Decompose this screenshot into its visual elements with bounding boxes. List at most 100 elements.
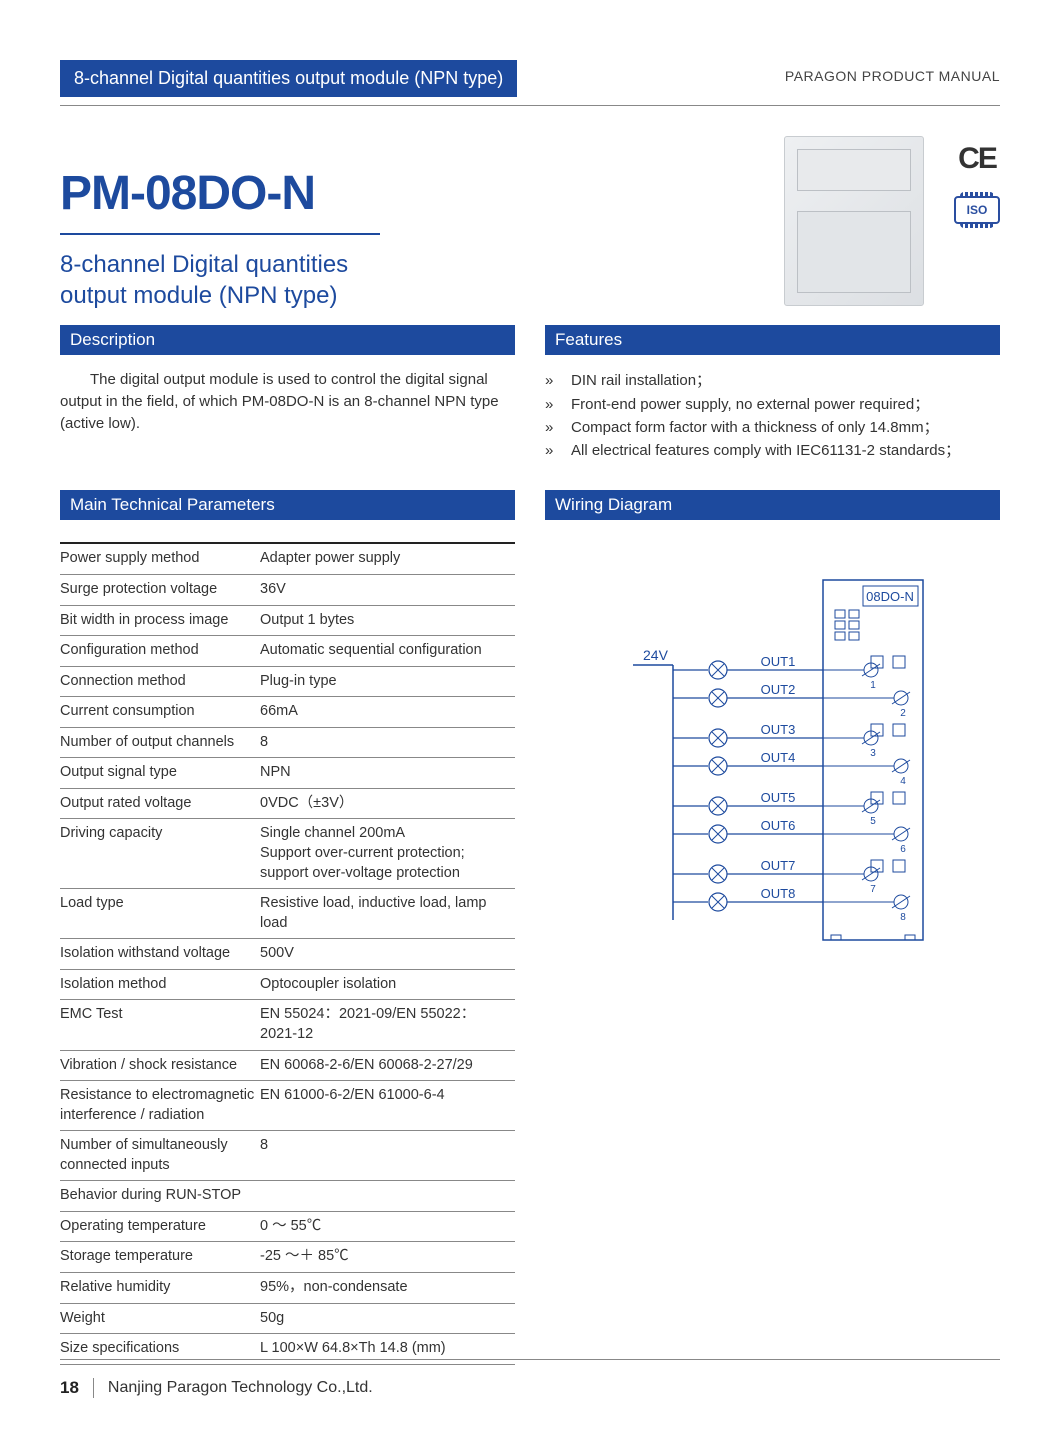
svg-text:7: 7 (870, 884, 876, 895)
param-value: 50g (260, 1303, 515, 1334)
params-header: Main Technical Parameters (60, 490, 515, 520)
svg-text:4: 4 (900, 776, 906, 787)
svg-text:OUT4: OUT4 (760, 750, 795, 765)
table-row: Relative humidity95%，non-condensate (60, 1273, 515, 1304)
wiring-header: Wiring Diagram (545, 490, 1000, 520)
param-label: Output signal type (60, 758, 260, 789)
param-label: Bit width in process image (60, 605, 260, 636)
svg-text:5: 5 (870, 816, 876, 827)
table-row: Power supply methodAdapter power supply (60, 543, 515, 574)
param-label: Surge protection voltage (60, 574, 260, 605)
svg-text:OUT8: OUT8 (760, 886, 795, 901)
svg-text:OUT7: OUT7 (760, 858, 795, 873)
table-row: Weight50g (60, 1303, 515, 1334)
feature-item: DIN rail installation； (545, 369, 1000, 392)
header-rule (60, 105, 1000, 106)
table-row: Storage temperature-25 ～＋ 85℃ (60, 1242, 515, 1273)
manual-label: PARAGON PRODUCT MANUAL (785, 60, 1000, 84)
param-value: 95%，non-condensate (260, 1273, 515, 1304)
param-label: Driving capacity (60, 819, 260, 889)
table-row: Isolation withstand voltage500V (60, 939, 515, 970)
table-row: Output signal typeNPN (60, 758, 515, 789)
param-value: 500V (260, 939, 515, 970)
svg-text:OUT1: OUT1 (760, 654, 795, 669)
feature-item: Front-end power supply, no external powe… (545, 393, 1000, 416)
param-value: Single channel 200mASupport over-current… (260, 819, 515, 889)
table-row: Isolation methodOptocoupler isolation (60, 969, 515, 1000)
param-value: EN 61000-6-2/EN 61000-6-4 (260, 1081, 515, 1131)
svg-text:6: 6 (900, 844, 906, 855)
table-row: Configuration methodAutomatic sequential… (60, 636, 515, 667)
svg-text:08DO-N: 08DO-N (866, 589, 914, 604)
title-underline (60, 233, 380, 235)
table-row: Operating temperature0 ～ 55℃ (60, 1211, 515, 1242)
table-row: EMC TestEN 55024：2021-09/EN 55022：2021-1… (60, 1000, 515, 1050)
param-value: Optocoupler isolation (260, 969, 515, 1000)
product-subtitle: 8-channel Digital quantities output modu… (60, 249, 784, 311)
table-row: Driving capacitySingle channel 200mASupp… (60, 819, 515, 889)
feature-item: All electrical features comply with IEC6… (545, 439, 1000, 462)
product-code: PM-08DO-N (60, 136, 784, 221)
param-label: Weight (60, 1303, 260, 1334)
param-value: 66mA (260, 697, 515, 728)
param-label: Isolation method (60, 969, 260, 1000)
subtitle-line2: output module (NPN type) (60, 282, 337, 309)
param-label: Number of output channels (60, 727, 260, 758)
param-value: Plug-in type (260, 666, 515, 697)
param-value: 8 (260, 727, 515, 758)
param-value: Output 1 bytes (260, 605, 515, 636)
footer-rule (60, 1359, 1000, 1360)
table-row: Connection methodPlug-in type (60, 666, 515, 697)
svg-text:OUT6: OUT6 (760, 818, 795, 833)
param-value: EN 60068-2-6/EN 60068-2-27/29 (260, 1050, 515, 1081)
param-value: Resistive load, inductive load, lamp loa… (260, 889, 515, 939)
param-value: -25 ～＋ 85℃ (260, 1242, 515, 1273)
param-label: Current consumption (60, 697, 260, 728)
param-label: Storage temperature (60, 1242, 260, 1273)
svg-text:OUT5: OUT5 (760, 790, 795, 805)
param-label: EMC Test (60, 1000, 260, 1050)
table-row: Load typeResistive load, inductive load,… (60, 889, 515, 939)
subtitle-line1: 8-channel Digital quantities (60, 251, 348, 278)
company-name: Nanjing Paragon Technology Co.,Ltd. (108, 1379, 373, 1397)
description-text: The digital output module is used to con… (60, 369, 515, 434)
param-label: Resistance to electromagnetic interferen… (60, 1081, 260, 1131)
param-label: Configuration method (60, 636, 260, 667)
svg-text:OUT2: OUT2 (760, 682, 795, 697)
param-value: 36V (260, 574, 515, 605)
svg-text:OUT3: OUT3 (760, 722, 795, 737)
svg-text:24V: 24V (643, 647, 669, 663)
param-label: Relative humidity (60, 1273, 260, 1304)
param-label: Behavior during RUN-STOP (60, 1181, 260, 1212)
param-value: EN 55024：2021-09/EN 55022：2021-12 (260, 1000, 515, 1050)
param-value: NPN (260, 758, 515, 789)
param-value (260, 1181, 515, 1212)
feature-item: Compact form factor with a thickness of … (545, 416, 1000, 439)
param-label: Isolation withstand voltage (60, 939, 260, 970)
table-row: Resistance to electromagnetic interferen… (60, 1081, 515, 1131)
param-value: 0VDC（±3V） (260, 788, 515, 819)
param-value: Adapter power supply (260, 543, 515, 574)
param-label: Number of simultaneously connected input… (60, 1131, 260, 1181)
ce-mark-icon: CE (958, 142, 996, 176)
param-label: Connection method (60, 666, 260, 697)
param-label: Power supply method (60, 543, 260, 574)
footer-divider (93, 1378, 94, 1398)
svg-text:1: 1 (870, 680, 876, 691)
param-label: Load type (60, 889, 260, 939)
table-row: Behavior during RUN-STOP (60, 1181, 515, 1212)
svg-text:2: 2 (900, 708, 906, 719)
description-header: Description (60, 325, 515, 355)
param-value: Automatic sequential configuration (260, 636, 515, 667)
table-row: Output rated voltage0VDC（±3V） (60, 788, 515, 819)
param-value: 8 (260, 1131, 515, 1181)
header-banner: 8-channel Digital quantities output modu… (60, 60, 517, 97)
param-label: Operating temperature (60, 1211, 260, 1242)
param-value: 0 ～ 55℃ (260, 1211, 515, 1242)
param-label: Vibration / shock resistance (60, 1050, 260, 1081)
svg-text:3: 3 (870, 748, 876, 759)
product-image (784, 136, 924, 306)
table-row: Number of output channels8 (60, 727, 515, 758)
page-number: 18 (60, 1378, 79, 1398)
iso-badge-icon: ISO (954, 196, 1000, 224)
